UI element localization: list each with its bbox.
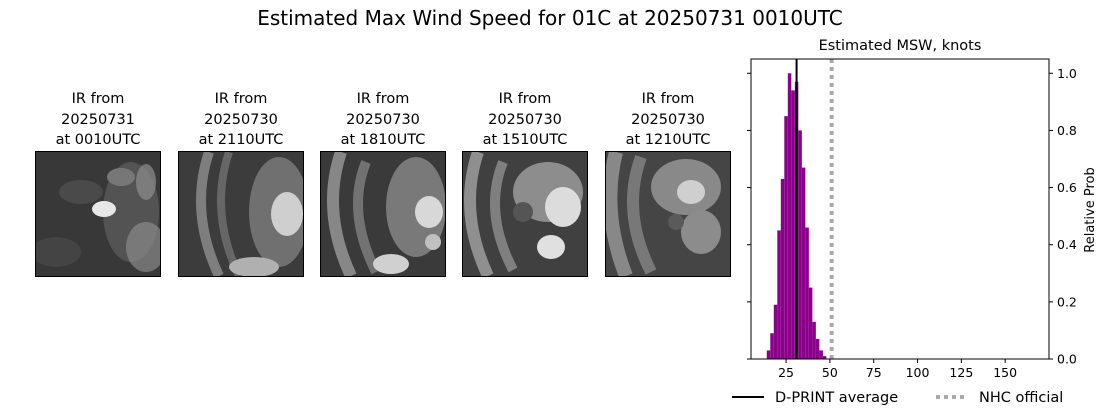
x-tick-label: 100 — [906, 365, 930, 380]
histogram-bar — [822, 356, 827, 359]
y-tick-label: 0.6 — [1057, 180, 1077, 195]
x-tick-label: 75 — [866, 365, 882, 380]
histogram-bar — [801, 167, 806, 359]
chart-title: Estimated MSW, knots — [819, 38, 982, 54]
histogram-bar — [812, 321, 816, 359]
ir-satellite-image — [462, 151, 588, 277]
y-tick-label: 0.2 — [1057, 294, 1077, 309]
ir-panel-5: IR from 20250730 at 1210UTC — [605, 89, 731, 277]
ir-panel-title: IR from 20250730 at 2110UTC — [198, 91, 284, 148]
ir-satellite-image — [605, 151, 731, 277]
y-tick-label: 0.8 — [1057, 123, 1077, 138]
plot-frame — [750, 58, 1050, 360]
legend: D-PRINT average NHC official — [732, 390, 1063, 406]
histogram-bar — [815, 339, 820, 359]
ir-panel-title: IR from 20250730 at 1810UTC — [340, 91, 426, 148]
y-axis-label: Relative Prob — [1083, 167, 1098, 252]
histogram-bar — [805, 227, 809, 359]
histogram-bar — [773, 304, 778, 359]
histogram-bar — [777, 230, 781, 359]
ir-panel-2: IR from 20250730 at 2110UTC — [178, 89, 304, 277]
histogram-bar — [798, 130, 802, 359]
x-tick-label: 150 — [993, 365, 1017, 380]
x-tick-label: 50 — [822, 365, 838, 380]
ir-panel-title: IR from 20250730 at 1210UTC — [625, 91, 711, 148]
x-tick-label: 125 — [949, 365, 973, 380]
ir-satellite-image — [178, 151, 304, 277]
ir-panel-3: IR from 20250730 at 1810UTC — [320, 89, 446, 277]
figure-title: Estimated Max Wind Speed for 01C at 2025… — [257, 6, 843, 30]
histogram-bar — [770, 333, 774, 359]
histogram-bar — [780, 179, 785, 359]
ir-panel-title: IR from 20250731 at 0010UTC — [55, 91, 141, 148]
y-tick-label: 0.0 — [1057, 352, 1077, 367]
ir-satellite-image — [320, 151, 446, 277]
ir-panel-title: IR from 20250730 at 1510UTC — [482, 91, 568, 148]
y-tick-label: 0.4 — [1057, 237, 1077, 252]
y-tick-label: 1.0 — [1057, 66, 1077, 81]
histogram-bar — [787, 73, 792, 360]
histogram-bar — [791, 90, 795, 359]
histogram-bar — [766, 350, 771, 359]
ir-panel-1: IR from 20250731 at 0010UTC — [35, 89, 161, 277]
legend-nhc-label: NHC official — [979, 390, 1063, 406]
ir-panel-4: IR from 20250730 at 1510UTC — [462, 89, 588, 277]
histogram-bar — [784, 116, 788, 360]
histogram-bar — [808, 287, 813, 359]
legend-dprint-label: D-PRINT average — [775, 390, 898, 406]
x-tick-label: 25 — [778, 365, 794, 380]
histogram-bar — [819, 350, 823, 359]
ir-satellite-image — [35, 151, 161, 277]
